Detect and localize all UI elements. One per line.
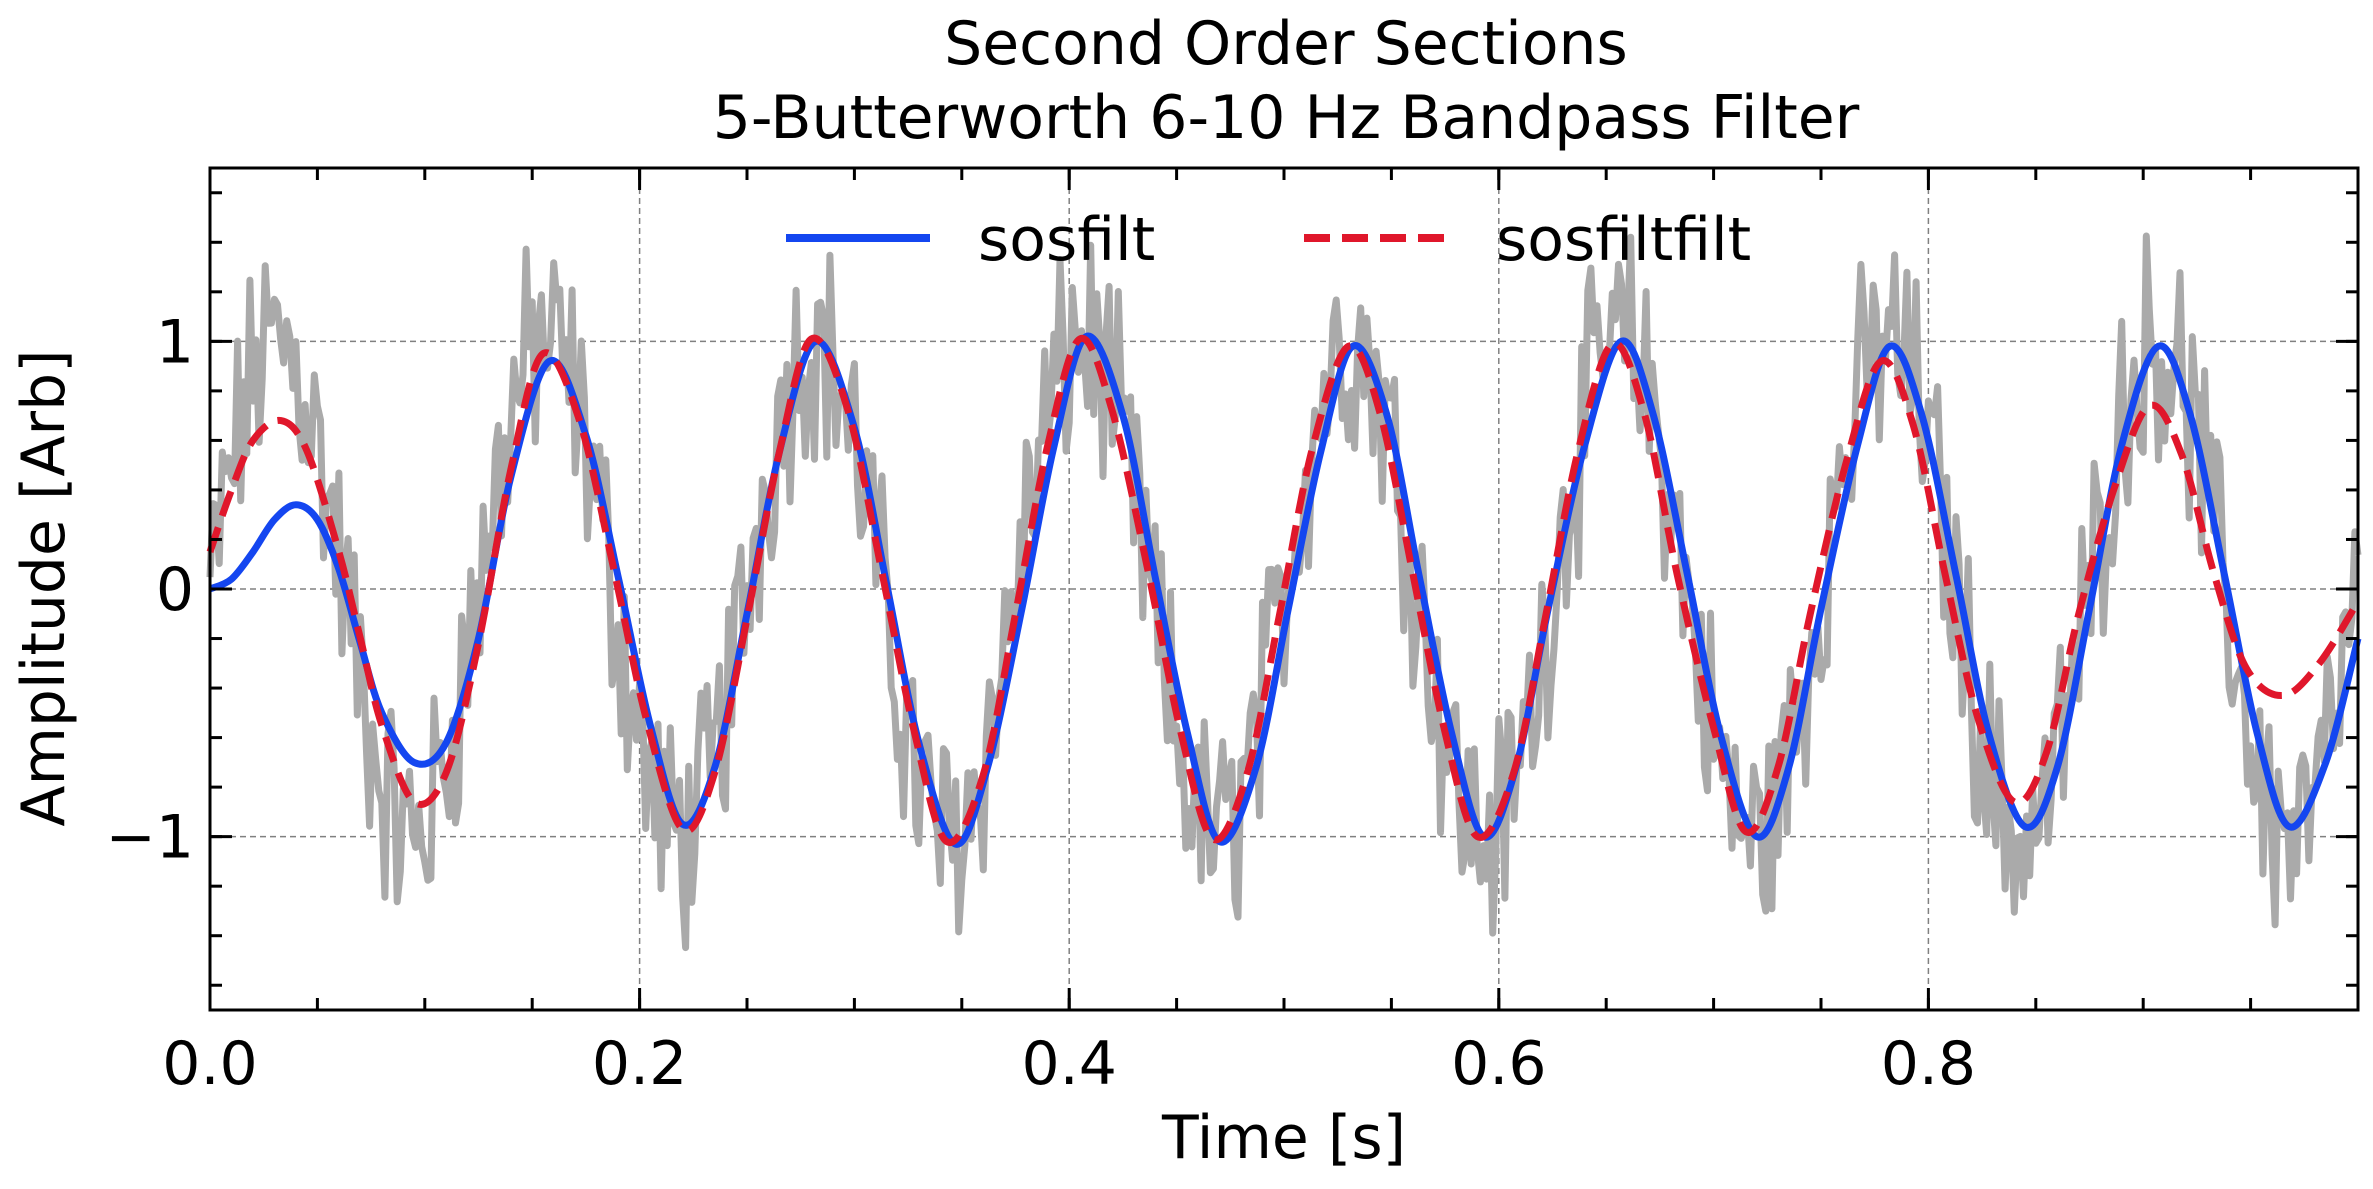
legend-sosfiltfilt-label: sosfiltfilt — [1496, 205, 1751, 275]
x-tick-label: 0.4 — [1021, 1029, 1116, 1099]
x-tick-label: 0.2 — [592, 1029, 687, 1099]
legend-sosfilt-label: sosfilt — [978, 205, 1155, 275]
y-axis-label: Amplitude [Arb] — [9, 349, 79, 826]
x-axis-label: Time [s] — [1161, 1103, 1406, 1173]
chart-subtitle: 5-Butterworth 6-10 Hz Bandpass Filter — [713, 83, 1860, 153]
legend: sosfilt sosfiltfilt — [786, 205, 1751, 275]
x-tick-label: 0.6 — [1451, 1029, 1546, 1099]
series-lines — [206, 332, 2362, 848]
y-tick-label: 1 — [156, 307, 194, 377]
raw-signal-series — [206, 232, 2362, 952]
chart-title: Second Order Sections — [944, 9, 1628, 79]
x-tick-label: 0.0 — [162, 1029, 257, 1099]
axis-ticks — [208, 168, 2358, 1010]
series-line-sosfiltfilt — [206, 334, 2361, 846]
tick-labels: 0.0 0.2 0.4 0.6 0.8 −1 0 1 — [106, 307, 1977, 1099]
y-tick-label: −1 — [106, 803, 194, 873]
raw-signal-line — [206, 232, 2362, 952]
y-tick-label: 0 — [156, 555, 194, 625]
x-tick-label: 0.8 — [1881, 1029, 1976, 1099]
